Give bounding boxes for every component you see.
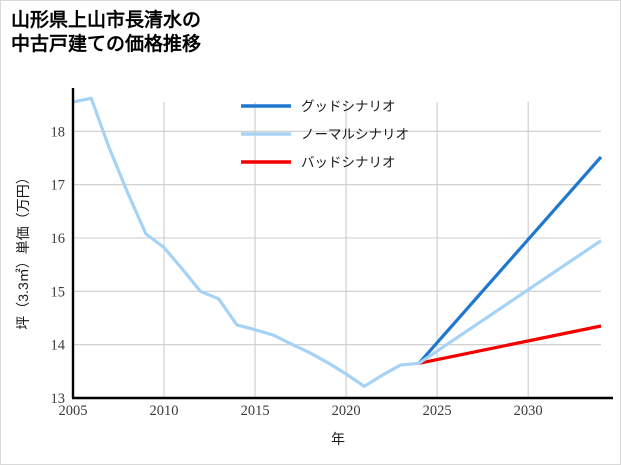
- y-tick-label: 16: [51, 231, 66, 247]
- y-tick-labels: 13 14 15 16 17 18: [51, 124, 66, 407]
- legend-label: グッドシナリオ: [301, 99, 396, 114]
- y-tick-label: 18: [51, 124, 66, 140]
- x-axis-title: 年: [331, 431, 345, 447]
- x-tick-label: 2010: [150, 403, 179, 419]
- y-tick-label: 15: [51, 284, 66, 300]
- data-series-layer: [72, 96, 603, 388]
- x-tick-label: 2030: [514, 403, 543, 419]
- axis-lines: [71, 88, 613, 400]
- legend-label: バッドシナリオ: [301, 155, 396, 170]
- y-tick-label: 17: [51, 178, 66, 194]
- y-tick-label: 13: [51, 391, 66, 407]
- y-axis-title: 坪（3.3㎡）単価（万円）: [15, 170, 31, 329]
- x-tick-label: 2025: [423, 403, 452, 419]
- y-tick-label: 14: [51, 338, 66, 354]
- x-tick-label: 2015: [241, 403, 270, 419]
- x-tick-label: 2005: [59, 403, 88, 419]
- chart-title: 山形県上山市長清水の 中古戸建ての価格推移: [11, 10, 202, 56]
- x-tick-label: 2020: [332, 403, 361, 419]
- legend-label: ノーマルシナリオ: [301, 127, 409, 142]
- x-tick-labels: 2005 2010 2015 2020 2025 2030: [59, 403, 543, 419]
